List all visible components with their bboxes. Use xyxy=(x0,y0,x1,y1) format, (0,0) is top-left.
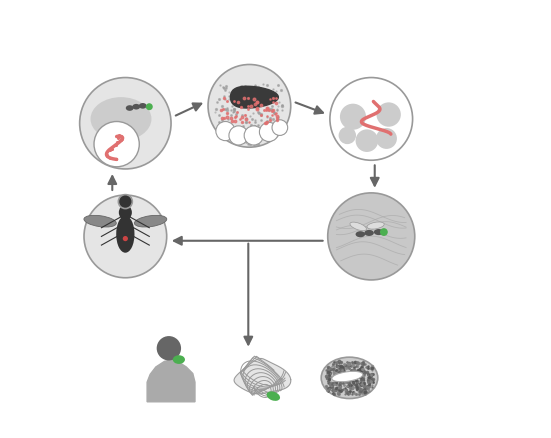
Circle shape xyxy=(330,78,413,160)
Ellipse shape xyxy=(355,231,365,237)
Ellipse shape xyxy=(139,103,147,109)
Polygon shape xyxy=(234,358,291,394)
Ellipse shape xyxy=(267,392,280,401)
Circle shape xyxy=(146,103,153,110)
Circle shape xyxy=(260,122,279,141)
Ellipse shape xyxy=(364,230,374,236)
Circle shape xyxy=(84,195,167,278)
Ellipse shape xyxy=(367,222,384,229)
Circle shape xyxy=(208,64,291,147)
Ellipse shape xyxy=(374,229,383,235)
Polygon shape xyxy=(147,360,195,402)
Circle shape xyxy=(380,228,388,236)
Ellipse shape xyxy=(134,215,167,227)
Circle shape xyxy=(94,121,139,167)
Circle shape xyxy=(229,126,248,145)
Ellipse shape xyxy=(173,355,185,364)
Circle shape xyxy=(118,194,132,208)
Circle shape xyxy=(156,336,181,360)
Circle shape xyxy=(340,104,366,130)
Circle shape xyxy=(328,193,415,280)
Ellipse shape xyxy=(90,97,152,141)
Ellipse shape xyxy=(119,205,132,220)
Ellipse shape xyxy=(321,357,378,399)
Circle shape xyxy=(216,121,235,141)
Polygon shape xyxy=(230,86,278,108)
Circle shape xyxy=(123,236,128,241)
Circle shape xyxy=(339,127,356,144)
Circle shape xyxy=(272,120,288,135)
Ellipse shape xyxy=(126,105,134,111)
Circle shape xyxy=(80,78,171,169)
Ellipse shape xyxy=(84,215,116,227)
Ellipse shape xyxy=(116,216,134,253)
Ellipse shape xyxy=(332,371,363,382)
Ellipse shape xyxy=(350,222,366,231)
Circle shape xyxy=(244,126,263,145)
Circle shape xyxy=(376,102,401,127)
Ellipse shape xyxy=(132,104,140,110)
Circle shape xyxy=(355,129,378,152)
Circle shape xyxy=(376,128,397,149)
